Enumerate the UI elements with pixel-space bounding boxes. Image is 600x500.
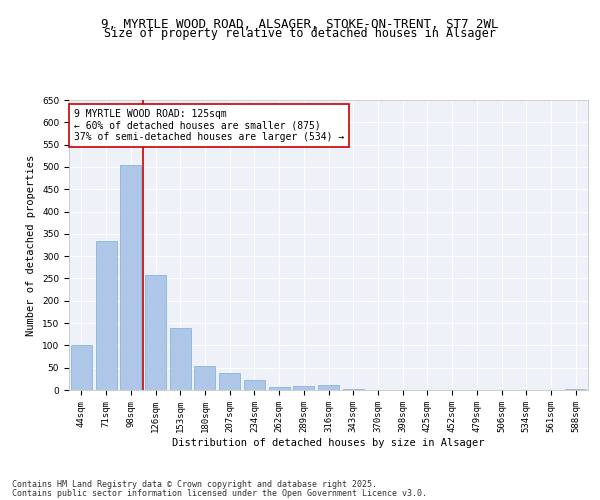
Bar — [120, 164, 141, 390]
X-axis label: Distribution of detached houses by size in Alsager: Distribution of detached houses by size … — [172, 438, 485, 448]
Text: Contains HM Land Registry data © Crown copyright and database right 2025.: Contains HM Land Registry data © Crown c… — [12, 480, 377, 489]
Bar — [269, 388, 290, 390]
Bar — [170, 328, 191, 390]
Bar — [145, 275, 166, 390]
Y-axis label: Number of detached properties: Number of detached properties — [26, 154, 37, 336]
Bar — [343, 388, 364, 390]
Text: 9, MYRTLE WOOD ROAD, ALSAGER, STOKE-ON-TRENT, ST7 2WL: 9, MYRTLE WOOD ROAD, ALSAGER, STOKE-ON-T… — [101, 18, 499, 30]
Bar — [194, 366, 215, 390]
Bar — [565, 388, 586, 390]
Bar — [318, 385, 339, 390]
Text: 9 MYRTLE WOOD ROAD: 125sqm
← 60% of detached houses are smaller (875)
37% of sem: 9 MYRTLE WOOD ROAD: 125sqm ← 60% of deta… — [74, 108, 344, 142]
Text: Size of property relative to detached houses in Alsager: Size of property relative to detached ho… — [104, 28, 496, 40]
Bar — [219, 372, 240, 390]
Bar — [293, 386, 314, 390]
Bar — [244, 380, 265, 390]
Bar — [71, 346, 92, 390]
Bar — [95, 240, 116, 390]
Text: Contains public sector information licensed under the Open Government Licence v3: Contains public sector information licen… — [12, 488, 427, 498]
